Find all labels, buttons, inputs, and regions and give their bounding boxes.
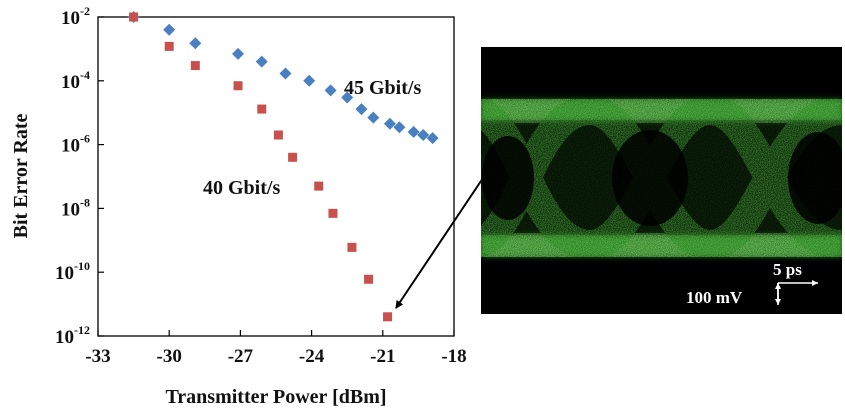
- data-point-45: [324, 84, 337, 97]
- data-point-45: [232, 47, 245, 60]
- x-tick-label: -30: [157, 346, 182, 367]
- x-tick-label: -21: [370, 346, 395, 367]
- data-point-40: [347, 242, 357, 252]
- data-point-40: [314, 181, 324, 191]
- x-axis-title: Transmitter Power [dBm]: [165, 386, 386, 408]
- y-axis-title: Bit Error Rate: [10, 113, 32, 238]
- plot-frame: [97, 16, 455, 337]
- y-tick-label: 10-4: [61, 68, 90, 93]
- data-point-40: [164, 41, 174, 51]
- data-point-45: [417, 128, 430, 141]
- data-point-45: [341, 91, 354, 104]
- data-point-45: [279, 67, 292, 80]
- y-tick-label: 10-12: [55, 323, 90, 348]
- data-point-40: [190, 61, 200, 71]
- y-tick-label: 10-6: [61, 132, 90, 157]
- data-point-40: [288, 152, 298, 162]
- data-point-40: [364, 274, 374, 284]
- data-point-40: [328, 208, 338, 218]
- time-scale-label: 5 ps: [773, 260, 802, 279]
- data-point-40: [383, 312, 393, 322]
- y-tick-label: 10-10: [55, 259, 90, 284]
- data-point-45: [355, 103, 368, 116]
- x-axis-ticks: -33 -30 -27 -24 -21 -18: [85, 330, 467, 367]
- data-point-40: [273, 130, 283, 140]
- y-tick-label: 10-2: [61, 4, 90, 29]
- y-axis-ticks: 10-2 10-4 10-6 10-8 10-10 10-12: [55, 4, 104, 348]
- x-tick-label: -33: [85, 346, 110, 367]
- series-label-45: 45 Gbit/s: [344, 77, 421, 99]
- data-point-45: [163, 23, 176, 36]
- x-tick-label: -24: [299, 346, 325, 367]
- data-point-45: [393, 121, 406, 134]
- data-point-40: [257, 104, 267, 114]
- series-label-40: 40 Gbit/s: [203, 177, 280, 199]
- data-point-40: [233, 81, 243, 91]
- data-point-45: [255, 55, 268, 68]
- voltage-scale-label: 100 mV: [686, 288, 743, 307]
- data-point-40: [129, 12, 139, 22]
- series-40-markers: [129, 12, 393, 322]
- eye-diagram: [481, 47, 842, 314]
- data-point-45: [303, 74, 316, 87]
- data-point-45: [367, 111, 380, 124]
- x-tick-label: -27: [228, 346, 254, 367]
- y-tick-label: 10-8: [61, 195, 90, 220]
- data-point-45: [407, 125, 420, 138]
- x-tick-label: -18: [441, 346, 466, 367]
- data-point-45: [189, 37, 202, 50]
- data-point-45: [426, 132, 439, 145]
- data-point-45: [383, 117, 396, 130]
- pointer-arrow: [395, 177, 484, 309]
